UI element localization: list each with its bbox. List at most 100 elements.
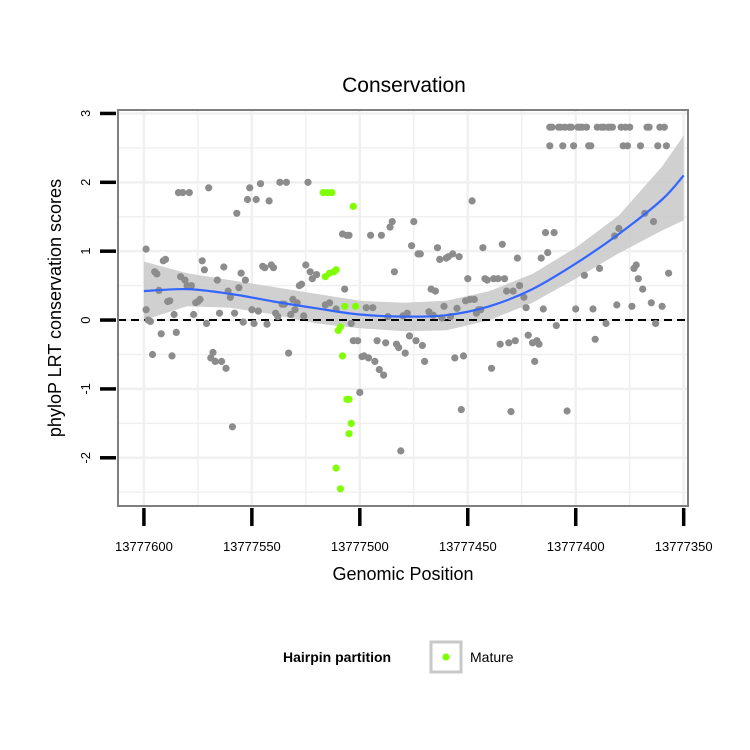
data-point [416,250,424,258]
data-point [380,371,388,379]
data-point [513,254,522,262]
y-axis-title: phyloP LRT conservation scores [45,179,65,437]
data-point [166,297,174,305]
data-point [390,268,398,276]
data-point [202,319,211,328]
data-point [632,261,640,269]
data-point [628,302,636,310]
data-point [196,295,204,303]
data-point [572,305,580,313]
data-point [222,364,230,372]
data-point [587,142,595,150]
data-point [347,319,355,328]
mature-point [345,430,353,438]
data-point [304,178,312,186]
data-point [276,178,284,186]
data-point [211,357,219,365]
y-tick-label: 1 [78,248,93,255]
data-point [274,313,282,321]
data-point [263,320,271,328]
data-point [356,388,364,396]
data-point [634,275,642,283]
data-point [459,352,468,360]
data-point [369,304,377,312]
data-point [187,282,195,290]
data-point [395,344,403,352]
data-point [250,319,258,328]
data-point [658,302,666,310]
data-point [382,339,390,347]
smooth-curve [143,174,685,318]
data-point [341,285,349,293]
data-point [522,304,530,312]
data-point [148,350,157,359]
data-point [218,357,226,365]
data-point [451,354,459,362]
data-point [403,309,411,317]
mature-point [332,464,340,472]
data-point [198,257,206,265]
mature-point [351,302,360,310]
data-point [157,330,165,338]
data-point [246,184,254,192]
data-point [421,357,429,365]
series-mature [319,189,360,493]
mature-point [336,323,344,331]
data-point [228,423,236,431]
data-point [483,276,491,284]
data-point [239,318,247,326]
data-point [524,331,532,339]
data-point [626,123,634,131]
data-point [256,180,265,188]
data-point [213,276,221,284]
data-point [520,293,528,301]
data-point [397,447,405,455]
confidence-band [143,135,684,332]
y-tick-label: 0 [78,316,93,323]
data-point [146,317,154,325]
data-point [405,332,414,340]
data-point [388,218,396,226]
data-point [364,354,373,362]
data-point [170,310,178,319]
data-point [386,223,394,231]
data-point [516,282,524,290]
data-point [190,310,198,319]
data-point [455,253,463,261]
x-tick-label: 13777500 [331,539,389,554]
y-tick-label: -2 [78,452,93,464]
data-points [142,123,673,493]
data-point [453,304,461,312]
data-point [548,123,556,131]
data-point [636,142,645,150]
y-tick-label: 2 [78,179,93,186]
data-point [233,209,241,217]
data-point [570,142,578,150]
data-point [261,264,269,272]
data-point [654,142,662,150]
y-axis: -2 -1 0 1 2 3 [78,110,116,464]
data-point [326,299,334,307]
data-point [313,271,321,279]
data-point [181,276,189,284]
x-axis-title: Genomic Position [332,564,473,584]
data-point [291,306,299,314]
data-point [252,195,260,204]
data-point [265,197,273,205]
data-point [297,280,306,288]
data-point [468,197,476,205]
series-all-positions [142,123,673,455]
data-point [285,349,293,357]
data-point [205,184,213,192]
data-point [367,231,375,239]
data-point [580,271,589,279]
mature-point [345,395,353,403]
data-point [615,224,623,233]
data-point [226,293,234,301]
data-point [509,287,517,295]
data-point [613,301,621,309]
data-point [464,275,472,283]
data-point [408,242,416,250]
